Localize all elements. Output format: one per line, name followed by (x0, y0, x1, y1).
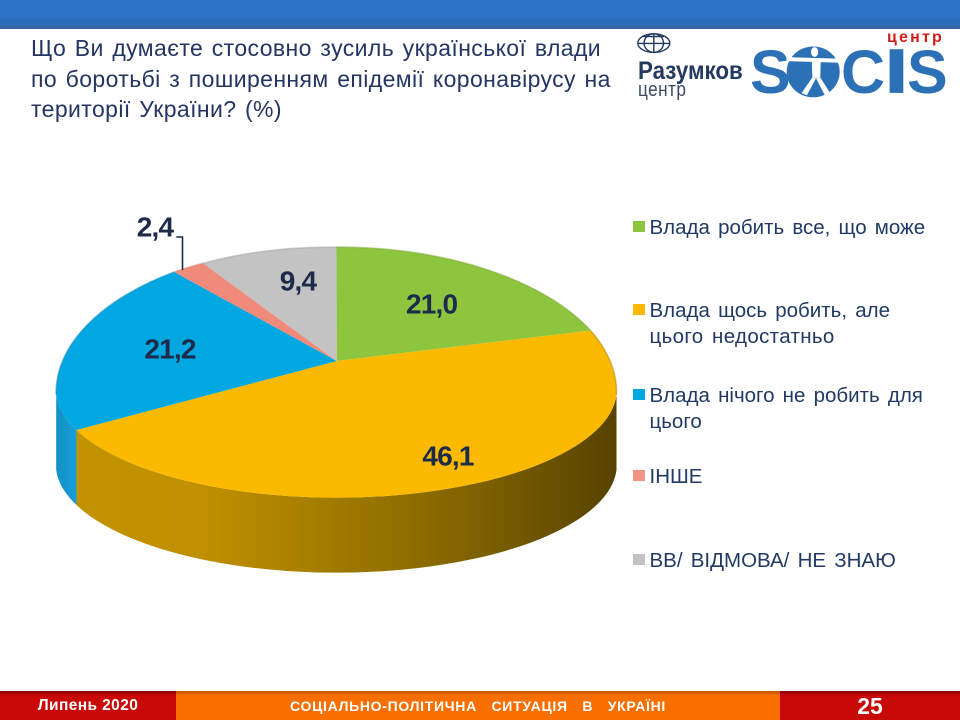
svg-text:21,2: 21,2 (144, 334, 196, 365)
svg-text:S: S (907, 38, 948, 106)
svg-text:21,0: 21,0 (406, 288, 458, 319)
svg-text:46,1: 46,1 (422, 441, 474, 472)
svg-text:C: C (841, 38, 885, 106)
svg-text:S: S (750, 38, 791, 106)
svg-text:2,4: 2,4 (137, 211, 175, 242)
svg-text:9,4: 9,4 (280, 266, 318, 297)
